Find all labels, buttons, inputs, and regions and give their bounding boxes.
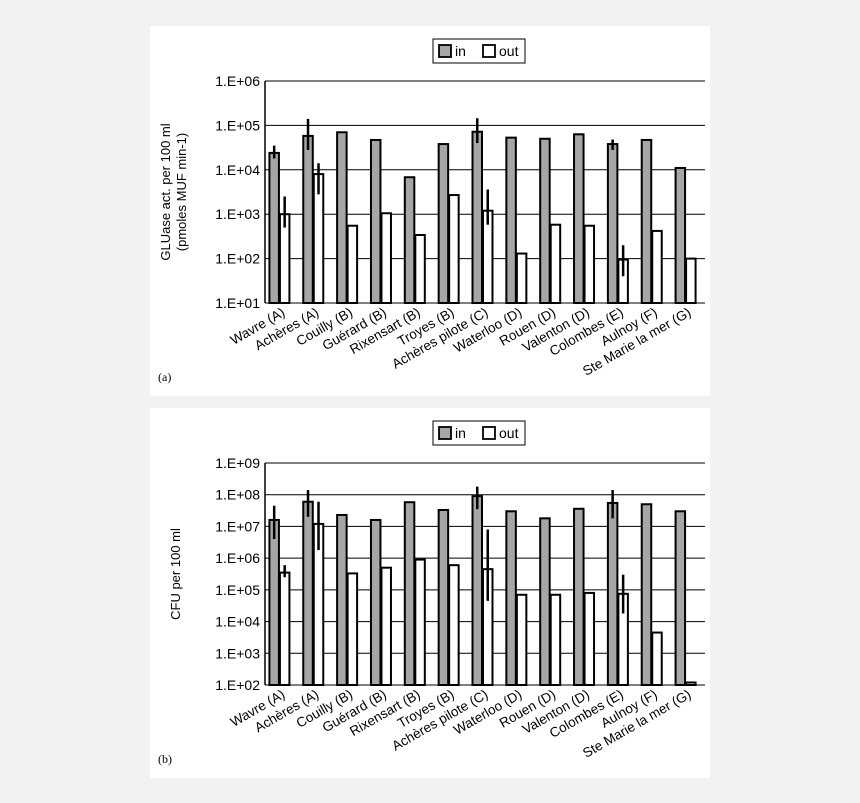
bar-out (414, 558, 426, 686)
bar-out (685, 681, 697, 687)
bar-in (268, 151, 280, 304)
y-tick-label: 1.E+03 (215, 206, 260, 222)
bar-out (583, 591, 596, 686)
bar-in (403, 501, 416, 686)
chart-b-svg: 1.E+02 1.E+03 1.E+04 1.E+05 1.E+06 1.E+07 1.E+… (158, 420, 705, 766)
bar-in (302, 134, 314, 304)
legend-swatch-in (438, 44, 452, 58)
y-tick-label: 1.E+08 (215, 487, 260, 503)
y-tick-label: 1.E+05 (215, 582, 260, 598)
bar-out (651, 631, 663, 687)
bar-in (505, 510, 517, 686)
bar-out (583, 224, 596, 304)
y-tick-label: 1.E+09 (215, 455, 260, 471)
bar-out (414, 234, 426, 304)
bar-in (640, 503, 653, 687)
y-tick-label: 1.E+03 (215, 645, 260, 661)
bar-in (539, 137, 551, 304)
bar-out (448, 564, 460, 686)
legend-label-in: in (455, 43, 466, 59)
bar-in (302, 500, 314, 686)
y-tick-label: 1.E+05 (215, 117, 260, 133)
bar-in (674, 166, 687, 304)
bar-out (448, 194, 460, 305)
bar-in (606, 143, 619, 305)
y-tick-label: 1.E+02 (215, 677, 260, 693)
bar-out (278, 571, 291, 686)
bar-in (403, 176, 416, 304)
bar-in (539, 517, 551, 687)
y-axis-label: CFU per 100 ml (168, 528, 183, 620)
legend-swatch-out (482, 44, 496, 58)
legend-label-in: in (455, 425, 466, 441)
y-tick-label: 1.E+01 (215, 295, 260, 311)
bar-in (336, 513, 348, 686)
bar-out (549, 593, 562, 686)
chart-a-svg: 1.E+01 1.E+02 1.E+03 1.E+04 1.E+05 1.E+06 GLUa… (158, 38, 705, 384)
bar-in (674, 510, 687, 686)
panel-label: (a) (158, 370, 171, 384)
bar-out (380, 566, 392, 686)
bar-in (573, 133, 585, 304)
panel-label: (b) (158, 752, 172, 766)
y-tick-label: 1.E+06 (215, 73, 260, 89)
bar-out (346, 224, 359, 304)
bar-in (437, 143, 450, 305)
bar-in (606, 501, 619, 686)
bar-out (515, 593, 528, 686)
bar-in (369, 518, 382, 687)
legend-swatch-in (438, 426, 452, 440)
bar-in (573, 507, 585, 687)
bar-in (505, 136, 517, 304)
y-axis-label: GLUase act. per 100 ml (158, 123, 173, 260)
legend-box (432, 38, 526, 64)
legend-swatch-out (482, 426, 496, 440)
y-tick-label: 1.E+04 (215, 162, 260, 178)
y-axis-label: (pmoles MUF min-1) (174, 133, 189, 251)
y-tick-label: 1.E+07 (215, 518, 260, 534)
bar-out (651, 229, 663, 304)
bar-out (515, 252, 528, 304)
bar-out (380, 212, 392, 305)
bar-in (471, 130, 483, 304)
bar-in (336, 131, 348, 304)
bar-in (471, 495, 483, 686)
bar-in (268, 518, 280, 687)
chart-panel-a: 1.E+01 1.E+02 1.E+03 1.E+04 1.E+05 1.E+06 GLUa… (150, 26, 710, 396)
y-tick-label: 1.E+02 (215, 251, 260, 267)
y-tick-label: 1.E+04 (215, 614, 260, 630)
legend-label-out: out (499, 43, 519, 59)
bar-out (549, 223, 562, 304)
chart-panel-b: 1.E+02 1.E+03 1.E+04 1.E+05 1.E+06 1.E+07 1.E+… (150, 408, 710, 778)
bar-in (640, 138, 653, 304)
y-tick-label: 1.E+06 (215, 550, 260, 566)
bar-out (346, 572, 359, 686)
bar-in (437, 508, 450, 687)
legend-label-out: out (499, 425, 519, 441)
bar-in (369, 138, 382, 304)
bar-out (685, 257, 697, 305)
